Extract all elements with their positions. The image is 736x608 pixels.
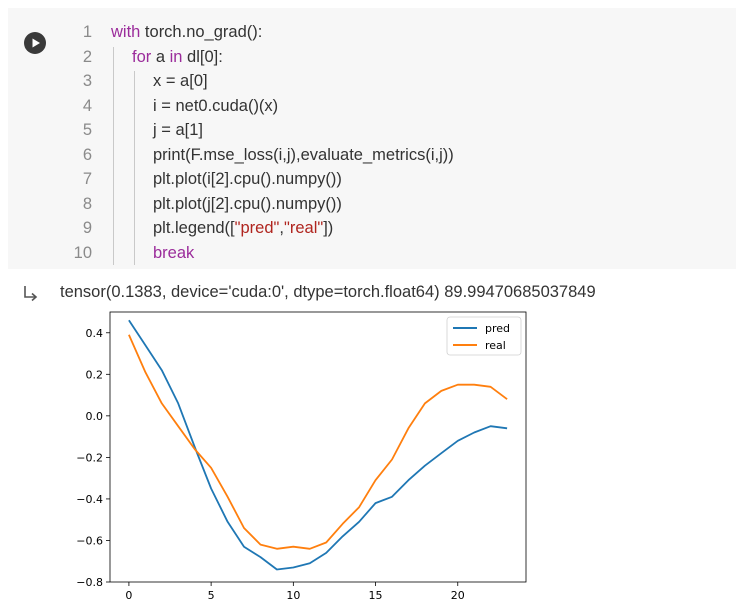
line-number: 2: [82, 47, 92, 66]
y-tick-label: 0.2: [86, 368, 104, 381]
plot-frame: [109, 311, 527, 583]
code-line: plt.plot(i[2].cpu().numpy()): [153, 167, 342, 191]
line-number: 9: [82, 219, 92, 237]
line-number: 7: [82, 170, 92, 188]
legend-label: real: [485, 339, 506, 352]
output-text: tensor(0.1383, device='cuda:0', dtype=to…: [60, 283, 596, 301]
code-line: plt.legend(["pred","real"]): [153, 216, 333, 240]
code-token: plt.plot(i[2].cpu().numpy()): [153, 170, 342, 188]
y-tick-label: 0.4: [86, 327, 104, 340]
code-line: for a in dl[0]:: [132, 45, 223, 69]
code-token: in: [169, 47, 183, 66]
line-chart: 0.4 0.2 0.0 −0.2 −0.4 −0.6 −0.8 0 5 10 15 20 pred rea…: [76, 311, 527, 602]
code-token: x = a[0]: [153, 72, 208, 90]
line-number: 5: [82, 121, 92, 139]
indent-guide: [113, 46, 114, 265]
x-tick-label: 15: [369, 589, 383, 602]
code-token: torch.no_grad():: [140, 23, 263, 41]
code-line: x = a[0]: [153, 69, 208, 93]
play-icon: [32, 38, 40, 48]
code-token: "real": [283, 219, 324, 237]
series-line-pred: [128, 319, 508, 571]
line-number: 3: [82, 72, 92, 90]
code-cell[interactable]: 1 with torch.no_grad(): 2 for a in dl[0]: 3 x…: [8, 8, 736, 269]
code-line: print(F.mse_loss(i,j),evaluate_metrics(i…: [153, 143, 454, 167]
line-number: 6: [82, 145, 92, 164]
x-tick-label: 20: [451, 589, 465, 602]
code-token: "pred": [234, 219, 280, 237]
code-token: plt.plot(j[2].cpu().numpy()): [153, 194, 342, 213]
output-arrow-icon: [24, 286, 38, 302]
code-token: ,: [279, 219, 284, 237]
code-line: with torch.no_grad():: [111, 20, 262, 44]
y-tick-label: −0.4: [76, 493, 103, 506]
indent-guide: [134, 71, 135, 265]
line-number: 1: [82, 23, 92, 41]
code-token: print(F.mse_loss(i,j),evaluate_metrics(i…: [153, 145, 454, 164]
line-number: 8: [82, 194, 92, 213]
code-token: a: [151, 47, 170, 66]
code-line: plt.plot(j[2].cpu().numpy()): [153, 192, 342, 216]
series-line-real: [128, 334, 508, 550]
run-cell-button[interactable]: [24, 32, 46, 54]
y-tick-label: −0.6: [76, 534, 103, 547]
line-number: 4: [82, 96, 92, 115]
code-token: ]): [323, 219, 334, 237]
code-token: for: [132, 47, 152, 66]
y-tick-label: −0.8: [76, 576, 103, 589]
code-token: with: [111, 23, 141, 41]
x-tick-label: 0: [125, 589, 132, 602]
code-line: j = a[1]: [153, 118, 203, 142]
legend-label: pred: [485, 322, 510, 335]
code-token: break: [153, 243, 195, 262]
code-line: break: [153, 241, 194, 265]
y-tick-label: −0.2: [76, 451, 103, 464]
line-number: 10: [73, 243, 92, 262]
code-token: j = a[1]: [153, 121, 203, 139]
y-tick-label: 0.0: [86, 410, 104, 423]
code-line: i = net0.cuda()(x): [153, 94, 278, 118]
x-tick-label: 10: [286, 589, 300, 602]
code-token: plt.legend([: [153, 219, 235, 237]
code-token: dl[0]:: [182, 47, 223, 66]
code-token: i = net0.cuda()(x): [153, 96, 279, 115]
x-tick-label: 5: [208, 589, 215, 602]
